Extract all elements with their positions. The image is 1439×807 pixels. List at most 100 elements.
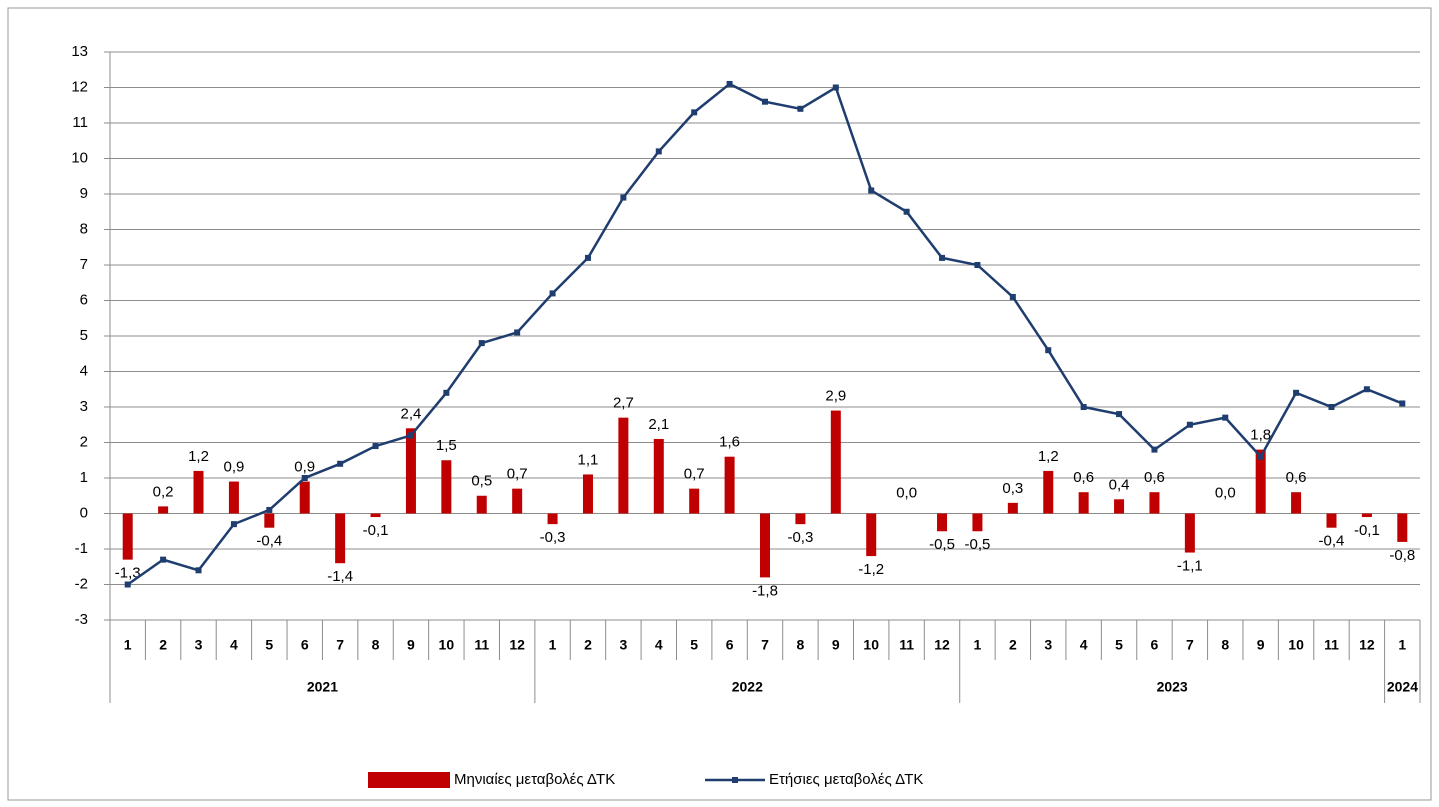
y-tick-label: 9 xyxy=(80,185,88,202)
data-label: -0,1 xyxy=(1354,522,1380,539)
bar xyxy=(1184,513,1195,553)
marker xyxy=(337,460,344,467)
x-tick-label: 9 xyxy=(407,637,415,653)
bar xyxy=(866,513,877,557)
bar xyxy=(1291,492,1302,514)
x-tick-label: 5 xyxy=(1115,637,1123,653)
bar xyxy=(299,481,310,514)
x-tick-label: 1 xyxy=(974,637,982,653)
x-tick-label: 8 xyxy=(1221,637,1229,653)
chart-frame xyxy=(7,7,1432,801)
y-tick-label: 6 xyxy=(80,291,88,308)
data-label: 0,7 xyxy=(507,466,528,483)
marker xyxy=(1328,404,1335,410)
x-tick-label: 2 xyxy=(159,637,167,653)
marker xyxy=(124,581,131,588)
marker xyxy=(868,187,875,194)
bar xyxy=(972,513,983,532)
bar xyxy=(618,417,629,514)
legend-label: Ετήσιες μεταβολές ΔΤΚ xyxy=(769,771,923,788)
data-label: 0,7 xyxy=(684,466,705,483)
data-label: 2,1 xyxy=(648,416,669,433)
data-label: 0,9 xyxy=(223,459,244,476)
marker xyxy=(1363,386,1370,393)
x-tick-label: 12 xyxy=(509,637,525,653)
marker xyxy=(691,109,698,116)
marker xyxy=(478,340,485,347)
data-label: 1,5 xyxy=(436,437,457,454)
x-tick-label: 1 xyxy=(1398,637,1406,653)
legend-swatch xyxy=(368,772,450,788)
x-tick-label: 7 xyxy=(761,637,769,653)
x-tick-label: 2 xyxy=(584,637,592,653)
marker xyxy=(1080,404,1087,410)
x-tick-label: 6 xyxy=(726,637,734,653)
bar xyxy=(1361,513,1372,518)
bar xyxy=(1114,499,1125,514)
y-tick-label: 4 xyxy=(80,362,88,379)
marker xyxy=(1116,411,1123,418)
marker xyxy=(903,208,910,215)
marker xyxy=(974,262,981,268)
data-label: 0,0 xyxy=(1215,484,1236,501)
marker xyxy=(1151,446,1158,453)
bar xyxy=(193,470,204,514)
marker xyxy=(549,290,556,297)
x-tick-label: 7 xyxy=(336,637,344,653)
bar xyxy=(228,481,239,514)
x-tick-label: 11 xyxy=(474,637,489,653)
bar xyxy=(1326,513,1337,528)
bar xyxy=(370,513,381,518)
x-tick-label: 10 xyxy=(439,637,455,653)
marker xyxy=(584,254,591,261)
group-label: 2022 xyxy=(732,679,763,695)
data-label: -0,3 xyxy=(787,529,813,546)
data-label: 0,2 xyxy=(153,483,174,500)
data-label: -0,4 xyxy=(256,533,282,550)
data-label: 0,6 xyxy=(1286,469,1307,486)
marker xyxy=(797,105,804,112)
data-label: -1,4 xyxy=(327,568,353,585)
marker xyxy=(407,432,414,439)
data-label: -1,3 xyxy=(115,565,141,582)
marker xyxy=(372,443,379,450)
marker xyxy=(832,84,839,91)
x-tick-label: 7 xyxy=(1186,637,1194,653)
bar xyxy=(335,513,346,564)
bar xyxy=(1007,502,1018,514)
marker xyxy=(939,254,946,261)
marker xyxy=(301,475,308,481)
y-tick-label: 5 xyxy=(80,327,88,344)
x-tick-label: 4 xyxy=(1080,637,1088,653)
x-tick-label: 3 xyxy=(195,637,203,653)
data-label: 0,6 xyxy=(1144,469,1165,486)
y-tick-label: 10 xyxy=(71,149,88,166)
bar xyxy=(405,428,416,514)
legend-marker xyxy=(732,777,738,783)
data-label: 1,8 xyxy=(1250,427,1271,444)
bar xyxy=(760,513,770,578)
marker xyxy=(655,148,662,155)
x-tick-label: 6 xyxy=(1151,637,1159,653)
marker xyxy=(195,567,202,574)
bar xyxy=(476,495,487,514)
x-tick-label: 12 xyxy=(1359,637,1375,653)
x-tick-label: 2 xyxy=(1009,637,1017,653)
marker xyxy=(230,521,237,528)
bar xyxy=(1149,492,1160,514)
y-tick-label: 0 xyxy=(80,504,88,521)
data-label: 0,0 xyxy=(896,484,917,501)
bar xyxy=(1255,449,1266,514)
bar xyxy=(122,513,133,560)
y-tick-label: 8 xyxy=(80,220,88,237)
marker xyxy=(266,506,273,513)
x-tick-label: 9 xyxy=(832,637,840,653)
y-tick-label: -3 xyxy=(75,611,88,628)
group-label: 2023 xyxy=(1157,679,1188,695)
marker xyxy=(443,389,450,396)
y-tick-label: -2 xyxy=(75,575,88,592)
y-tick-label: 12 xyxy=(71,78,88,95)
data-label: 2,9 xyxy=(825,388,846,405)
data-label: -0,8 xyxy=(1389,547,1415,564)
bar xyxy=(653,438,664,514)
